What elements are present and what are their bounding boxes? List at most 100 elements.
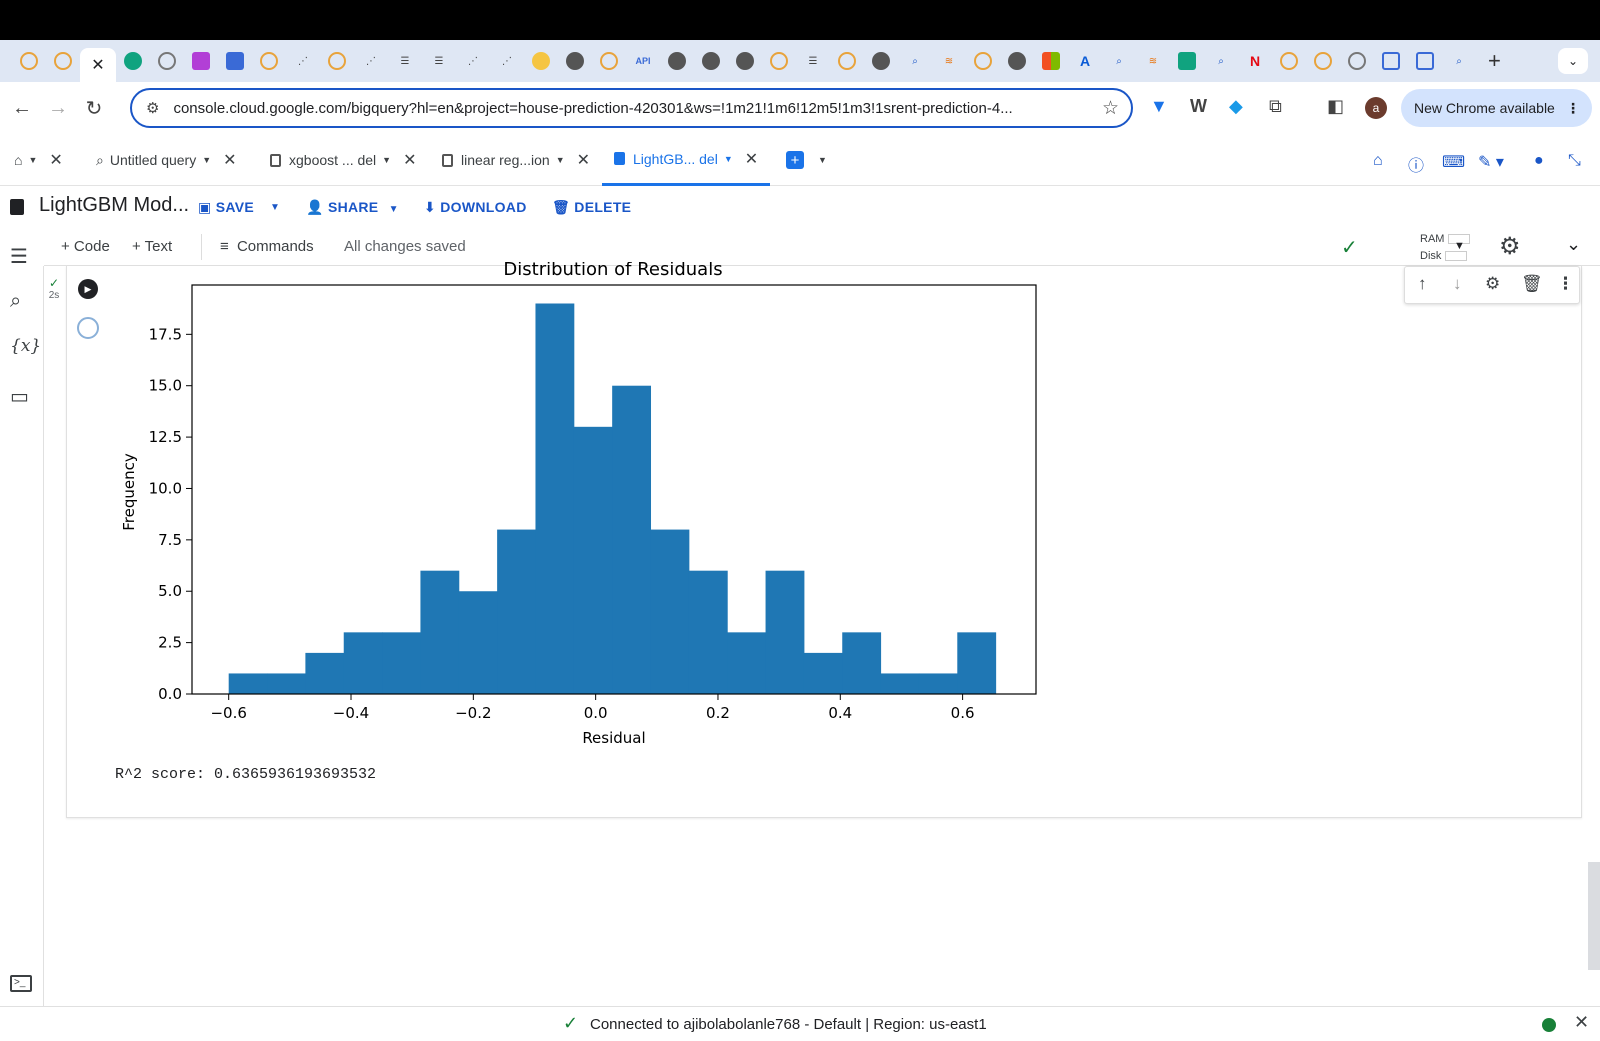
chevron-down-icon[interactable]: ▼ (382, 155, 392, 165)
netflix-tab-icon[interactable]: N (1249, 53, 1261, 69)
chevron-down-icon[interactable]: ▼ (28, 155, 38, 165)
new-tab-plus-icon[interactable]: + (1488, 48, 1501, 73)
globe-tab-icon[interactable] (566, 52, 584, 70)
close-icon[interactable]: ✕ (576, 152, 591, 169)
tab-search-chevron-icon[interactable]: ⌄ (1558, 48, 1588, 74)
table-tab-icon[interactable] (1416, 52, 1434, 70)
reload-icon[interactable]: ↻ (85, 97, 103, 120)
list-tab-icon[interactable]: ☰ (434, 55, 444, 67)
search-tab-icon[interactable]: ⌕ (912, 55, 918, 67)
tab-xgboost[interactable]: xgboost ... del ▼ ✕ (270, 134, 417, 186)
run-cell-play-icon[interactable]: ▶ (78, 279, 98, 299)
close-icon[interactable]: ✕ (744, 150, 759, 168)
kebab-menu-icon[interactable]: ⋮ (1566, 99, 1580, 116)
info-icon[interactable]: ⓘ (1408, 158, 1425, 175)
globe-tab-icon[interactable] (1008, 52, 1026, 70)
forward-arrow-icon[interactable]: → (48, 96, 68, 119)
edit-icon[interactable]: ✎ ▾ (1478, 154, 1504, 171)
keyboard-icon[interactable]: ⌨ (1442, 154, 1466, 171)
lightbulb-icon[interactable]: ● (1534, 152, 1544, 169)
chatgpt-tab-icon[interactable] (124, 52, 142, 70)
scrollbar-thumb[interactable] (1588, 862, 1600, 970)
chatgpt-tab-icon[interactable] (1178, 52, 1196, 70)
save-dropdown-icon[interactable]: ▼ (270, 202, 281, 213)
search-icon[interactable]: ⌕ (10, 290, 22, 312)
gcloud-tab-icon[interactable] (1314, 52, 1332, 70)
tab-linear-regression[interactable]: linear reg...ion ▼ ✕ (442, 134, 590, 186)
gcloud-tab-icon[interactable] (838, 52, 856, 70)
share-button[interactable]: 👤 SHARE ▼ (306, 199, 399, 215)
list-tab-icon[interactable]: ☰ (400, 55, 410, 67)
emoji-tab-icon[interactable] (532, 52, 550, 70)
list-tab-icon[interactable]: ☰ (808, 55, 818, 67)
cell-settings-gear-icon[interactable]: ⚙ (1485, 274, 1501, 293)
gcloud-tab-icon[interactable] (54, 52, 72, 70)
profile-avatar[interactable]: a (1365, 97, 1387, 119)
collapse-chevron-icon[interactable]: ⌄ (1566, 234, 1582, 254)
new-chrome-button[interactable]: New Chrome available ⋮ (1401, 89, 1592, 127)
search-tab-icon[interactable]: ⌕ (1456, 55, 1462, 67)
stack-tab-icon[interactable]: ≋ (1148, 55, 1158, 67)
grid-tab-icon[interactable] (226, 52, 244, 70)
gear-tab-icon[interactable] (158, 52, 176, 70)
chevron-down-icon[interactable]: ▼ (818, 155, 827, 165)
move-down-arrow-icon[interactable]: ↓ (1453, 274, 1462, 293)
delete-button[interactable]: 🗑 DELETE (552, 199, 632, 215)
vertex-tab-icon[interactable]: ⋰ (366, 55, 376, 67)
download-button[interactable]: ⬇ DOWNLOAD (424, 199, 527, 215)
add-text-button[interactable]: + Text (132, 238, 173, 255)
gcloud-tab-icon[interactable] (328, 52, 346, 70)
save-button[interactable]: ▣ SAVE (198, 199, 255, 215)
vertex-tab-icon[interactable]: ⋰ (468, 55, 478, 67)
table-tab-icon[interactable] (1382, 52, 1400, 70)
gcloud-tab-icon[interactable] (1280, 52, 1298, 70)
close-icon[interactable]: ✕ (49, 152, 63, 169)
azure-tab-icon[interactable]: A (1079, 53, 1091, 69)
tab-untitled-query[interactable]: ⌕ Untitled query ▼ ✕ (96, 134, 237, 186)
table-of-contents-icon[interactable]: ☰ (10, 246, 28, 268)
home-tab[interactable]: ⌂ ▼ ✕ (14, 134, 63, 186)
globe-tab-icon[interactable] (702, 52, 720, 70)
search-tab-icon[interactable]: ⌕ (1218, 55, 1224, 67)
tab-lightgbm[interactable]: LightGB... del ▼ ✕ (602, 134, 771, 186)
url-text[interactable]: console.cloud.google.com/bigquery?hl=en&… (173, 99, 1013, 117)
resource-dropdown-icon[interactable]: ▼ (1454, 240, 1465, 252)
add-code-button[interactable]: + Code (61, 238, 110, 255)
api-tab-icon[interactable]: API (635, 56, 651, 66)
vertex-tab-icon[interactable]: ⋰ (502, 55, 512, 67)
cell-more-kebab-icon[interactable]: ⋮ (1557, 274, 1574, 293)
puzzle-icon[interactable]: ⧉ (1269, 96, 1282, 116)
settings-gear-icon[interactable]: ⚙ (1499, 233, 1521, 260)
omnibox[interactable]: ⚙ console.cloud.google.com/bigquery?hl=e… (130, 88, 1133, 128)
extension-icon[interactable]: ◆ (1229, 96, 1243, 116)
gcloud-tab-icon[interactable] (600, 52, 618, 70)
chevron-down-icon[interactable]: ▼ (723, 153, 733, 164)
gcloud-tab-icon[interactable] (260, 52, 278, 70)
vertex-tab-icon[interactable]: ⋰ (298, 55, 308, 67)
close-icon[interactable]: ✕ (223, 152, 237, 169)
resource-indicator[interactable]: RAM Disk (1420, 231, 1471, 265)
app-tab-icon[interactable] (192, 52, 210, 70)
close-footer-icon[interactable]: ✕ (1574, 1012, 1590, 1032)
gear-tab-icon[interactable] (1348, 52, 1366, 70)
search-tab-icon[interactable]: ⌕ (1116, 55, 1122, 67)
move-up-arrow-icon[interactable]: ↑ (1418, 274, 1427, 293)
gcloud-tab-icon[interactable] (20, 52, 38, 70)
variables-icon[interactable]: {x} (10, 336, 42, 356)
active-tab-close-icon[interactable]: ✕ (80, 48, 116, 82)
globe-tab-icon[interactable] (668, 52, 686, 70)
close-icon[interactable]: ✕ (403, 152, 417, 169)
notebook-title[interactable]: LightGBM Mod... (39, 194, 190, 216)
gcloud-tab-icon[interactable] (770, 52, 788, 70)
site-settings-icon[interactable]: ⚙ (146, 100, 160, 117)
extension-w-icon[interactable]: W (1190, 96, 1207, 116)
cell-delete-trash-icon[interactable]: 🗑 (1521, 274, 1543, 293)
terminal-icon[interactable]: >_ (10, 975, 32, 992)
side-panel-icon[interactable]: ◧ (1327, 96, 1345, 116)
home-outline-icon[interactable]: ⌂ (1373, 152, 1383, 169)
chevron-down-icon[interactable]: ▼ (202, 155, 212, 165)
extension-icon[interactable]: ▼ (1150, 96, 1168, 116)
commands-button[interactable]: ≡ Commands (220, 238, 314, 255)
microsoft-tab-icon[interactable] (1042, 52, 1060, 70)
bookmark-star-icon[interactable]: ☆ (1101, 97, 1119, 119)
